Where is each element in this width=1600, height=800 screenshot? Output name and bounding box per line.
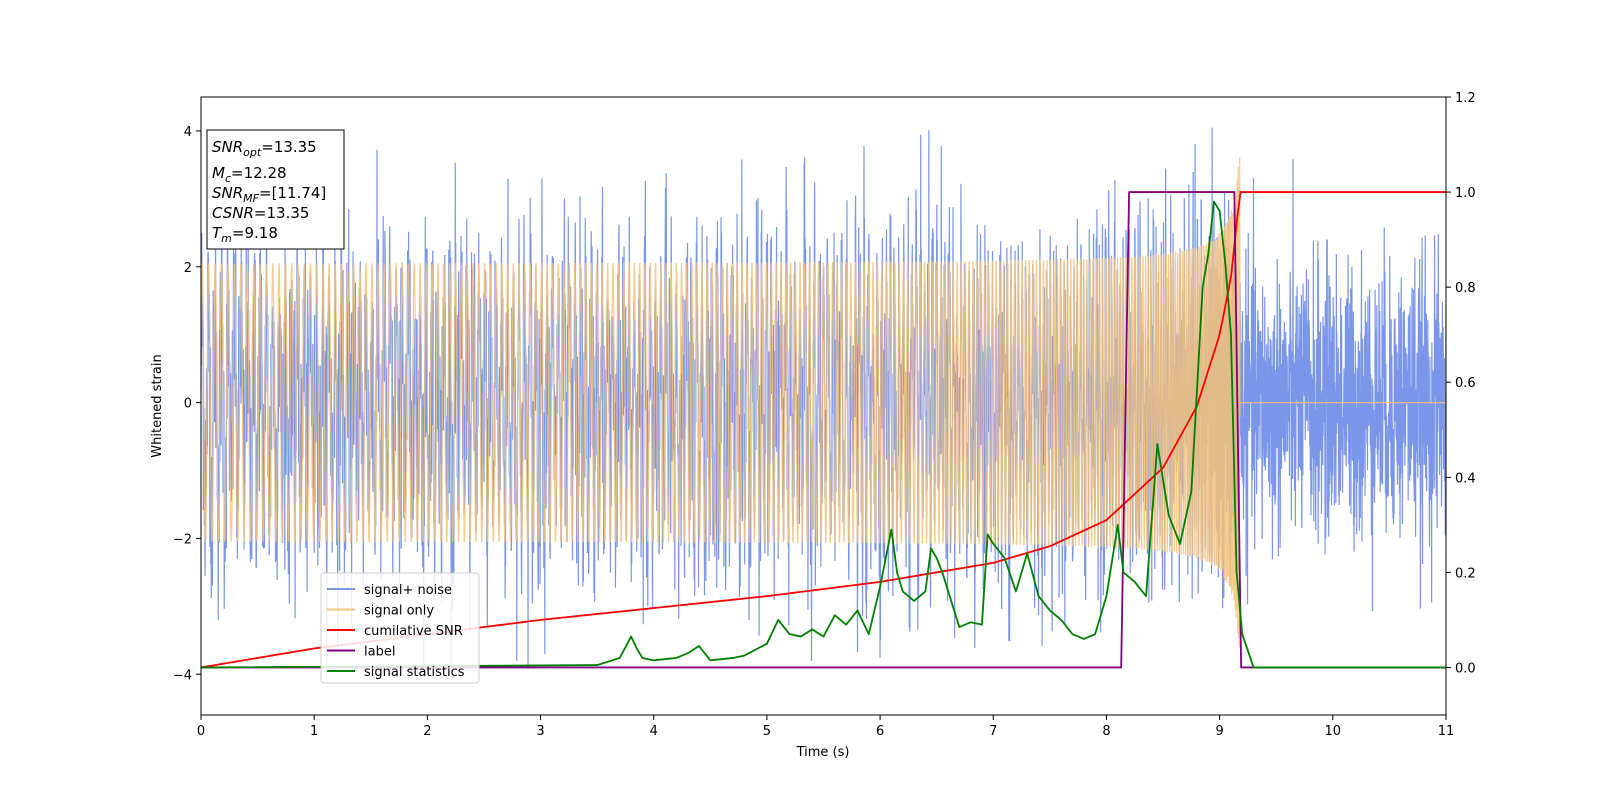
y2-tick-label: 0.2: [1455, 566, 1476, 581]
info-csnr: CSNR=13.35: [212, 204, 309, 222]
x-tick-label: 1: [310, 724, 318, 739]
y-tick-label: 4: [184, 125, 192, 140]
y-tick-label: 2: [184, 261, 192, 276]
legend-label: signal statistics: [364, 665, 465, 680]
info-snr-opt: SNRopt=13.35: [212, 138, 317, 159]
y-axis-right: 1.2 1.0 0.8 0.6 0.4 0.2 0.0: [1446, 91, 1476, 676]
x-tick-label: 9: [1215, 724, 1223, 739]
x-axis: 0 1 2 3 4 5 6 7 8 9 10 11: [197, 715, 1454, 739]
info-snr-mf: SNRMF=[11.74]: [212, 184, 326, 205]
legend: signal+ noise signal only cumilative SNR la…: [321, 573, 479, 683]
x-tick-label: 6: [876, 724, 884, 739]
y2-tick-label: 1.2: [1455, 91, 1476, 106]
x-tick-label: 2: [423, 724, 431, 739]
y-tick-label: −4: [173, 668, 192, 683]
legend-label: label: [364, 645, 395, 660]
x-axis-label: Time (s): [796, 745, 850, 760]
legend-label: signal only: [364, 604, 434, 619]
x-tick-label: 5: [763, 724, 771, 739]
y-tick-label: 0: [184, 397, 192, 412]
y2-tick-label: 1.0: [1455, 186, 1476, 201]
y2-tick-label: 0.6: [1455, 376, 1476, 391]
x-tick-label: 8: [1102, 724, 1110, 739]
x-tick-label: 3: [536, 724, 544, 739]
x-tick-label: 10: [1325, 724, 1342, 739]
y-tick-label: −2: [173, 532, 192, 547]
x-tick-label: 4: [650, 724, 658, 739]
legend-label: signal+ noise: [364, 583, 452, 598]
y-axis-left: 4 2 0 −2 −4: [173, 125, 201, 683]
y2-tick-label: 0.0: [1455, 661, 1476, 676]
y-axis-label: Whitened strain: [150, 354, 165, 457]
y2-tick-label: 0.8: [1455, 281, 1476, 296]
info-box: SNRopt=13.35 Mc=12.28 SNRMF=[11.74] CSNR…: [207, 130, 344, 249]
x-tick-label: 0: [197, 724, 205, 739]
y2-tick-label: 0.4: [1455, 471, 1476, 486]
legend-label: cumilative SNR: [364, 624, 463, 639]
chart: 0 1 2 3 4 5 6 7 8 9 10 11 4 2 0 −2 −4 1.2 1.0 0.8 0.6 0.4 0.…: [0, 0, 1600, 800]
x-tick-label: 7: [989, 724, 997, 739]
x-tick-label: 11: [1438, 724, 1455, 739]
info-mc: Mc=12.28: [212, 164, 287, 185]
